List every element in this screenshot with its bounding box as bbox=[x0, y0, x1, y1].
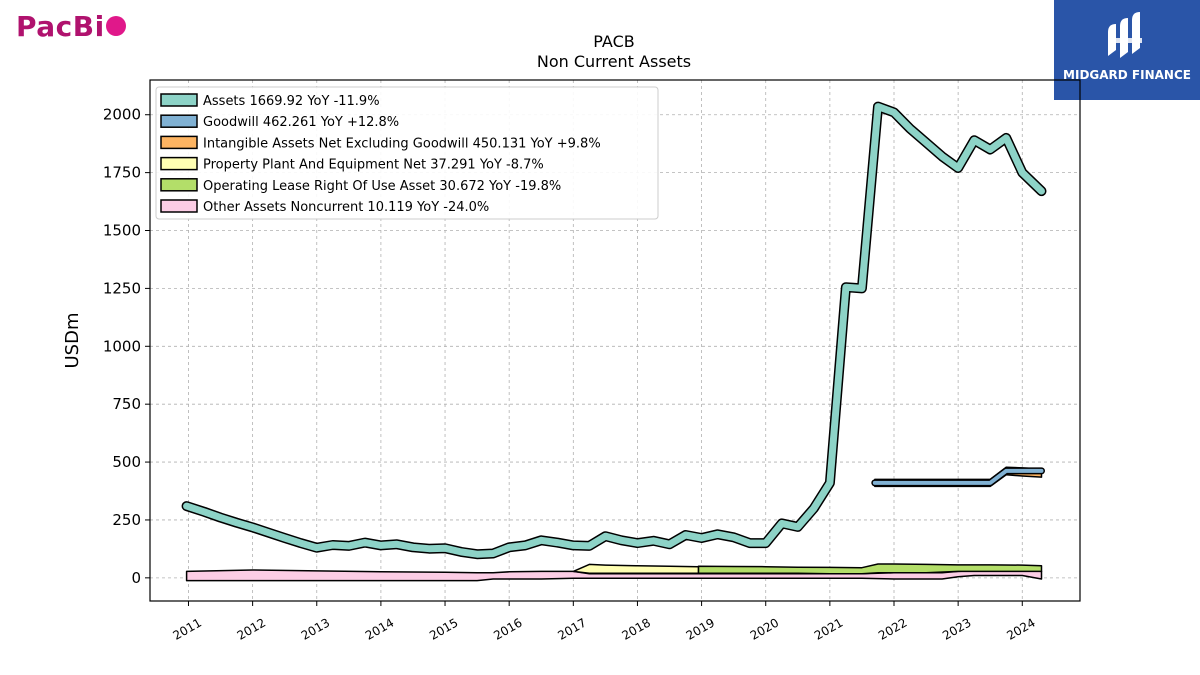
x-tick-label: 2014 bbox=[363, 615, 396, 642]
pacbio-logo-text: PacBi bbox=[16, 10, 105, 43]
legend: Assets 1669.92 YoY -11.9% Goodwill 462.26… bbox=[155, 86, 659, 220]
midgard-logo-text: MIDGARD FINANCE bbox=[1063, 68, 1191, 82]
x-tick-label: 2016 bbox=[491, 615, 524, 642]
y-tick-label: 0 bbox=[131, 569, 141, 587]
legend-entry: Assets 1669.92 YoY -11.9% bbox=[203, 94, 380, 109]
x-tick-label: 2020 bbox=[748, 615, 781, 642]
x-tick-label: 2017 bbox=[555, 615, 588, 642]
x-tick-label: 2013 bbox=[299, 615, 332, 642]
x-tick-label: 2015 bbox=[427, 615, 460, 642]
legend-entry: Property Plant And Equipment Net 37.291 … bbox=[203, 158, 544, 173]
x-tick-label: 2011 bbox=[171, 615, 204, 642]
series-assets-line bbox=[183, 103, 1045, 558]
legend-swatch bbox=[160, 114, 198, 128]
legend-entry: Other Assets Noncurrent 10.119 YoY -24.0… bbox=[203, 200, 489, 215]
x-tick-label: 2019 bbox=[684, 615, 717, 642]
y-tick-label: 500 bbox=[112, 453, 141, 471]
y-tick-label: 1000 bbox=[103, 337, 141, 355]
legend-swatch bbox=[160, 156, 198, 171]
y-tick-label: 2000 bbox=[103, 106, 141, 124]
legend-swatch bbox=[160, 199, 198, 213]
plot-frame bbox=[149, 79, 1081, 602]
series-ppe-band bbox=[572, 563, 700, 574]
x-tick-label: 2023 bbox=[940, 615, 973, 642]
chart-subtitle: Non Current Assets bbox=[536, 52, 692, 71]
y-axis-label: USDm bbox=[62, 313, 83, 369]
x-tick-label: 2012 bbox=[235, 615, 268, 642]
x-tick-label: 2022 bbox=[876, 615, 909, 642]
y-tick-label: 1250 bbox=[103, 279, 141, 297]
legend-box bbox=[155, 86, 659, 220]
legend-entry: Goodwill 462.261 YoY +12.8% bbox=[203, 115, 399, 130]
series-goodwill-line bbox=[872, 468, 1044, 485]
pacbio-logo-dot bbox=[105, 16, 126, 36]
pacbio-logo: PacBi bbox=[16, 10, 126, 43]
y-tick-label: 1750 bbox=[103, 164, 141, 182]
series-layer bbox=[181, 101, 1047, 582]
legend-entry: Intangible Assets Net Excluding Goodwill… bbox=[203, 136, 601, 151]
x-tick-label: 2021 bbox=[812, 615, 845, 642]
legend-swatch bbox=[160, 93, 198, 107]
legend-swatch bbox=[160, 135, 198, 150]
midgard-logo-icon bbox=[1108, 12, 1142, 58]
midgard-finance-logo: MIDGARD FINANCE bbox=[1054, 0, 1200, 100]
series-oplease-band bbox=[697, 563, 1043, 575]
x-tick-label: 2018 bbox=[619, 615, 652, 642]
series-other-band bbox=[185, 569, 1043, 582]
chart-title: PACB bbox=[593, 32, 635, 51]
y-tick-label: 250 bbox=[112, 511, 141, 529]
chart-title-block: PACB Non Current Assets bbox=[414, 32, 814, 72]
legend-entry: Operating Lease Right Of Use Asset 30.67… bbox=[203, 179, 561, 194]
x-tick-label: 2024 bbox=[1004, 615, 1037, 642]
legend-swatch bbox=[160, 178, 198, 192]
y-tick-label: 750 bbox=[112, 395, 141, 413]
y-tick-label: 1500 bbox=[103, 222, 141, 240]
